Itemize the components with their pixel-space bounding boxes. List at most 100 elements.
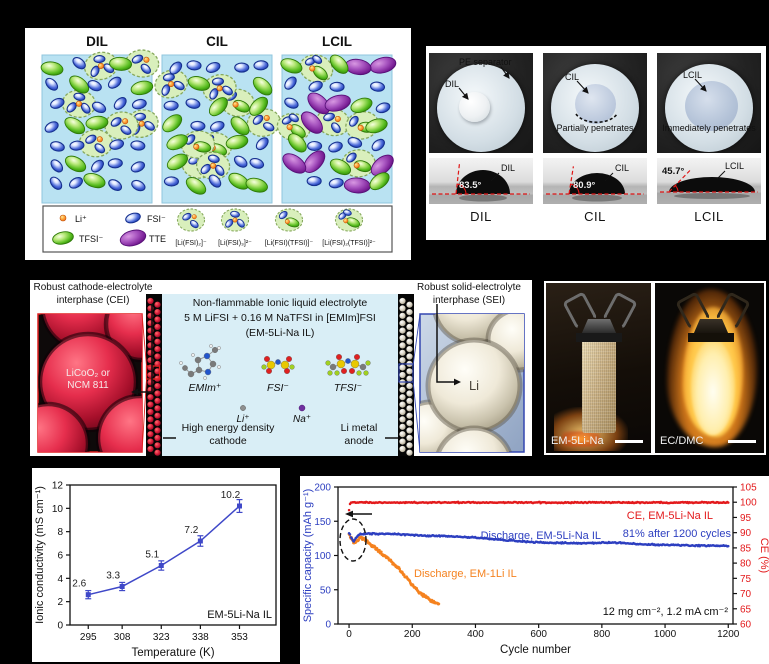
x-axis-label: Cycle number: [500, 644, 571, 656]
left-y-tick-label: 50: [320, 585, 332, 596]
y-tick-label: 8: [57, 527, 63, 538]
y-tick-label: 6: [57, 551, 63, 562]
photo-separator-lcil: LCIL Immediately penetrates: [657, 53, 761, 153]
photo-em5lina-flame-test: EM-5Li-Na: [546, 283, 651, 453]
data-point: [236, 503, 242, 509]
retention-annotation: 81% after 1200 cycles: [623, 528, 732, 540]
right-y-tick-label: 100: [740, 498, 757, 509]
y-tick-label: 2: [57, 597, 63, 608]
cei-label: Robust cathode-electrolyte interphase (C…: [33, 282, 153, 306]
panel-c-cell-schematic: Robust cathode-electrolyte interphase (C…: [30, 280, 532, 456]
right-y-tick-label: 90: [740, 528, 752, 539]
left-y-tick-label: 200: [314, 483, 331, 494]
cil-droplet: [575, 84, 616, 124]
ce-series-label: CE, EM-5Li-Na IL: [627, 510, 713, 522]
solvation-cluster-fsi3: [154, 69, 189, 99]
caption-dil: DIL: [470, 209, 492, 224]
point-value-label: 7.2: [184, 525, 198, 536]
electrolyte-formula: 5 M LiFSI + 0.16 M NaTFSI in [EMIm]FSI: [184, 312, 376, 324]
solvation-cluster-fsi3: [83, 51, 118, 81]
na-ion-dot: [298, 404, 306, 412]
legend-cluster-label: [Li(FSI)(TFSI)]⁻: [265, 240, 314, 247]
li-ion-dot: [240, 405, 246, 411]
cathode-caption: High energy density cathode: [181, 422, 275, 447]
binder-clip: [581, 319, 617, 334]
na-ion-label: Na⁺: [292, 414, 312, 425]
point-value-label: 2.6: [72, 579, 86, 590]
right-y-tick-label: 80: [740, 559, 752, 570]
dil-angle-value: 83.5°: [459, 180, 482, 191]
right-y-tick-label: 70: [740, 589, 752, 600]
panel-e-ionic-conductivity-chart: 295 308 323 338 353 0 2 4 6 8 10 12 Temperature (K) I…: [32, 468, 280, 662]
legend-li-label: Li⁺: [75, 214, 87, 224]
left-y-axis-label: Specific capacity (mAh g⁻¹): [302, 489, 314, 623]
discharge-series-label: Discharge, EM-5Li-Na IL: [481, 530, 601, 542]
x-tick-label: 600: [530, 629, 547, 640]
y-tick-label: 12: [52, 481, 64, 492]
right-y-tick-label: 60: [740, 620, 752, 631]
fsi-molecule: [261, 355, 295, 374]
ecdmc-photo-label: EC/DMC: [660, 435, 704, 447]
chart-frame: [337, 486, 734, 625]
legend-fsi-label: FSI⁻: [147, 214, 166, 224]
legend-cluster-label: [Li(FSI)₂]⁻: [175, 240, 207, 247]
right-y-tick-label: 105: [740, 483, 757, 494]
point-value-label: 10.2: [221, 490, 241, 501]
emim-molecule: [179, 344, 221, 380]
cycling-performance-chart: 0 200 400 600 800 1000 1200 0 50 100 150 200 60 65 70 7…: [302, 483, 769, 657]
torch-flame: [562, 431, 600, 447]
y-tick-label: 10: [52, 504, 64, 515]
x-tick-label: 800: [594, 629, 611, 640]
panel-a-canvas: DIL CIL LCIL Li⁺ FSI⁻ TFSI⁻ TTE [Li(FSI)₂]⁻ [Li(…: [40, 34, 397, 253]
right-y-tick-label: 75: [740, 574, 752, 585]
scale-bar: [615, 440, 643, 443]
em1li-series-label: Discharge, EM-1Li IL: [414, 568, 517, 580]
photo-separator-cil: CIL Partially penetrates: [543, 53, 647, 153]
solvation-cluster-fsi2: [125, 49, 160, 78]
cathode-zoom-marker: [145, 365, 161, 380]
em5lina-photo-label: EM-5Li-Na: [551, 435, 604, 447]
li-sphere-label: Li: [468, 378, 480, 393]
series-left-2d3fc0: [347, 531, 730, 548]
legend-tte-label: TTE: [149, 234, 166, 244]
tfsi-molecule: [325, 353, 371, 376]
right-y-tick-label: 85: [740, 543, 752, 554]
x-tick-label: 323: [153, 632, 170, 643]
molecule-field-dil: [40, 49, 160, 192]
x-tick-label: 200: [404, 629, 421, 640]
photo-ecdmc-flame-test: EC/DMC: [655, 283, 764, 453]
x-tick-label: 1200: [717, 629, 740, 640]
li-ion-label: Li⁺: [236, 414, 250, 425]
photo-separator-dil: PE separator DIL: [429, 53, 533, 153]
x-tick-label: 338: [192, 632, 209, 643]
x-tick-label: 308: [114, 632, 131, 643]
emim-label: EMIm⁺: [188, 382, 222, 394]
solvation-cluster-fsi2: [104, 111, 139, 140]
x-tick-label: 353: [231, 632, 248, 643]
x-tick-label: 1000: [654, 629, 677, 640]
cil-note: Partially penetrates: [556, 123, 634, 133]
activation-region-ellipse: [339, 518, 367, 562]
panel-a-legend-box: [42, 205, 393, 253]
chart-frame: [69, 484, 277, 626]
anode-zoom-marker: [398, 363, 414, 383]
fsi-label: FSI⁻: [267, 382, 289, 394]
y-axis-label: Ionic conductivity (mS cm⁻¹): [34, 486, 46, 624]
panel-a-title-lcil: LCIL: [322, 34, 352, 49]
solvation-cluster-fsi3: [196, 151, 231, 180]
legend-cluster-label: [Li(FSI)₃]²⁻: [218, 240, 252, 247]
cil-angle-value: 80.9°: [573, 180, 596, 191]
axis-arrow: [345, 510, 353, 518]
solvation-cluster-fsi1t: [274, 208, 304, 232]
y-tick-label: 0: [57, 621, 63, 632]
lcil-note: Immediately penetrates: [662, 123, 756, 133]
legend-tfsi-label: TFSI⁻: [79, 234, 103, 244]
cil-strip-label: CIL: [615, 163, 630, 173]
solvation-cluster-fsi2t: [299, 54, 334, 84]
lcil-angle-value: 45.7°: [662, 166, 685, 177]
molecule-field-lcil: [276, 54, 397, 194]
solvation-cluster-fsi3: [220, 208, 250, 232]
legend-cluster-label: [Li(FSI)₂(TFSI)]²⁻: [322, 240, 376, 247]
point-value-label: 5.1: [145, 550, 159, 561]
